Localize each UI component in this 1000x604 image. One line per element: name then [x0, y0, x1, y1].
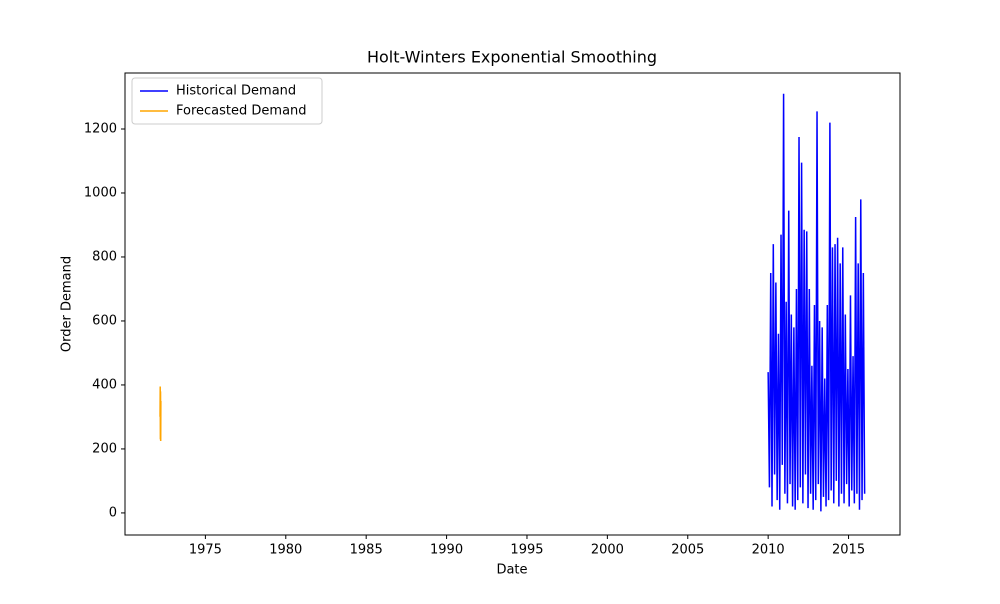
- y-tick-label: 400: [92, 377, 117, 392]
- plot-frame: [124, 72, 901, 536]
- legend-box: [131, 77, 323, 125]
- x-tick-label: 2015: [832, 543, 865, 558]
- series-line: [767, 93, 866, 512]
- y-tick-label: 1000: [84, 185, 117, 200]
- y-axis-label: Order Demand: [60, 256, 75, 352]
- x-tick-label: 1985: [350, 543, 383, 558]
- y-tick-label: 800: [92, 249, 117, 264]
- legend-label: Forecasted Demand: [176, 104, 307, 119]
- x-axis-label: Date: [496, 563, 527, 578]
- x-tick-label: 2000: [591, 543, 624, 558]
- y-tick-label: 200: [92, 441, 117, 456]
- x-tick-label: 1975: [189, 543, 222, 558]
- x-tick-label: 2010: [752, 543, 785, 558]
- x-tick-label: 1990: [430, 543, 463, 558]
- series-line: [159, 386, 162, 441]
- y-tick-label: 0: [109, 505, 117, 520]
- legend-label: Historical Demand: [176, 84, 296, 99]
- x-tick-label: 1980: [269, 543, 302, 558]
- x-tick-label: 1995: [510, 543, 543, 558]
- chart-title: Holt-Winters Exponential Smoothing: [367, 48, 657, 67]
- x-tick-label: 2005: [671, 543, 704, 558]
- y-tick-label: 1200: [84, 121, 117, 136]
- y-tick-label: 600: [92, 313, 117, 328]
